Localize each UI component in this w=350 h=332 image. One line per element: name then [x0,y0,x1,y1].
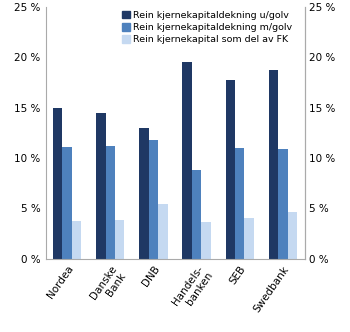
Legend: Rein kjernekapitaldekning u/golv, Rein kjernekapitaldekning m/golv, Rein kjernek: Rein kjernekapitaldekning u/golv, Rein k… [120,9,294,46]
Bar [225,80,235,259]
Bar [288,211,297,259]
Bar [269,70,278,259]
Bar [245,217,254,259]
Bar [115,219,125,259]
Bar [201,222,211,259]
Bar [105,146,115,259]
Bar [158,205,168,259]
Bar [96,113,105,259]
Bar [53,108,62,259]
Bar [278,149,288,259]
Bar [192,170,201,259]
Bar [149,140,158,259]
Bar [72,220,81,259]
Bar [139,128,149,259]
Bar [62,147,72,259]
Bar [182,62,192,259]
Bar [235,148,245,259]
